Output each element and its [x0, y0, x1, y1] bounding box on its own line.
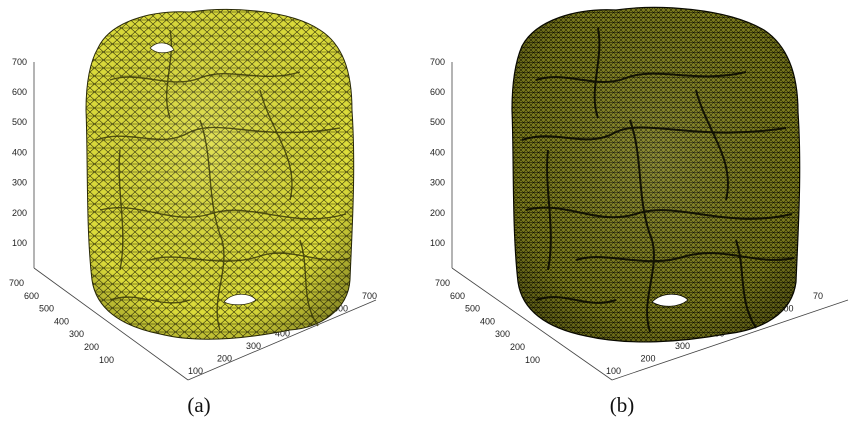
- y-tick-label: 700: [9, 278, 24, 288]
- figure-panel-a: 100 200 300 400 500 600 700 700 600 500 400 300 200…: [0, 0, 425, 425]
- caption-a: (a): [187, 393, 211, 417]
- aggregate-mesh-a: [85, 8, 355, 340]
- x-tick-label: 200: [217, 354, 232, 364]
- z-tick-label: 600: [12, 87, 27, 97]
- z-tick-label: 600: [430, 87, 445, 97]
- x-tick-label: 300: [246, 341, 261, 351]
- x-tick-label: 70: [813, 291, 823, 301]
- y-tick-label: 400: [480, 316, 495, 326]
- y-tick-label: 200: [84, 342, 99, 352]
- z-tick-label: 100: [430, 238, 445, 248]
- z-tick-label: 200: [12, 208, 27, 218]
- y-tick-label: 500: [39, 304, 54, 314]
- y-tick-label: 600: [24, 291, 39, 301]
- z-tick-label: 500: [12, 117, 27, 127]
- z-axis-ticks-b: 100 200 300 400 500 600 700: [430, 57, 445, 248]
- x-tick-label: 100: [606, 366, 621, 376]
- z-axis-ticks-a: 100 200 300 400 500 600 700: [12, 57, 27, 248]
- x-tick-label: 300: [675, 341, 690, 351]
- figure-panel-b: 100 200 300 400 500 600 700 700 600 500 400 300 200…: [426, 0, 851, 425]
- y-tick-label: 200: [510, 342, 525, 352]
- z-tick-label: 300: [430, 178, 445, 188]
- y-tick-label: 300: [69, 329, 84, 339]
- x-tick-label: 400: [275, 329, 290, 339]
- z-tick-label: 200: [430, 208, 445, 218]
- x-tick-label: 200: [641, 354, 656, 364]
- x-tick-label: 600: [779, 304, 794, 314]
- z-tick-label: 100: [12, 238, 27, 248]
- z-tick-label: 400: [430, 147, 445, 157]
- x-tick-label: 600: [333, 304, 348, 314]
- y-tick-label: 100: [99, 355, 114, 365]
- y-tick-label: 600: [450, 291, 465, 301]
- z-tick-label: 500: [430, 117, 445, 127]
- x-tick-label: 700: [362, 291, 377, 301]
- x-tick-label: 100: [188, 366, 203, 376]
- y-tick-label: 700: [435, 278, 450, 288]
- z-tick-label: 700: [430, 57, 445, 67]
- y-tick-label: 300: [495, 329, 510, 339]
- y-tick-label: 500: [465, 304, 480, 314]
- aggregate-mesh-b: [511, 6, 801, 343]
- caption-b: (b): [609, 393, 635, 417]
- z-tick-label: 700: [12, 57, 27, 67]
- y-tick-label: 400: [54, 316, 69, 326]
- z-tick-label: 400: [12, 147, 27, 157]
- y-tick-label: 100: [525, 355, 540, 365]
- z-tick-label: 300: [12, 178, 27, 188]
- axes-b: [451, 62, 849, 381]
- axes-a: [33, 62, 377, 381]
